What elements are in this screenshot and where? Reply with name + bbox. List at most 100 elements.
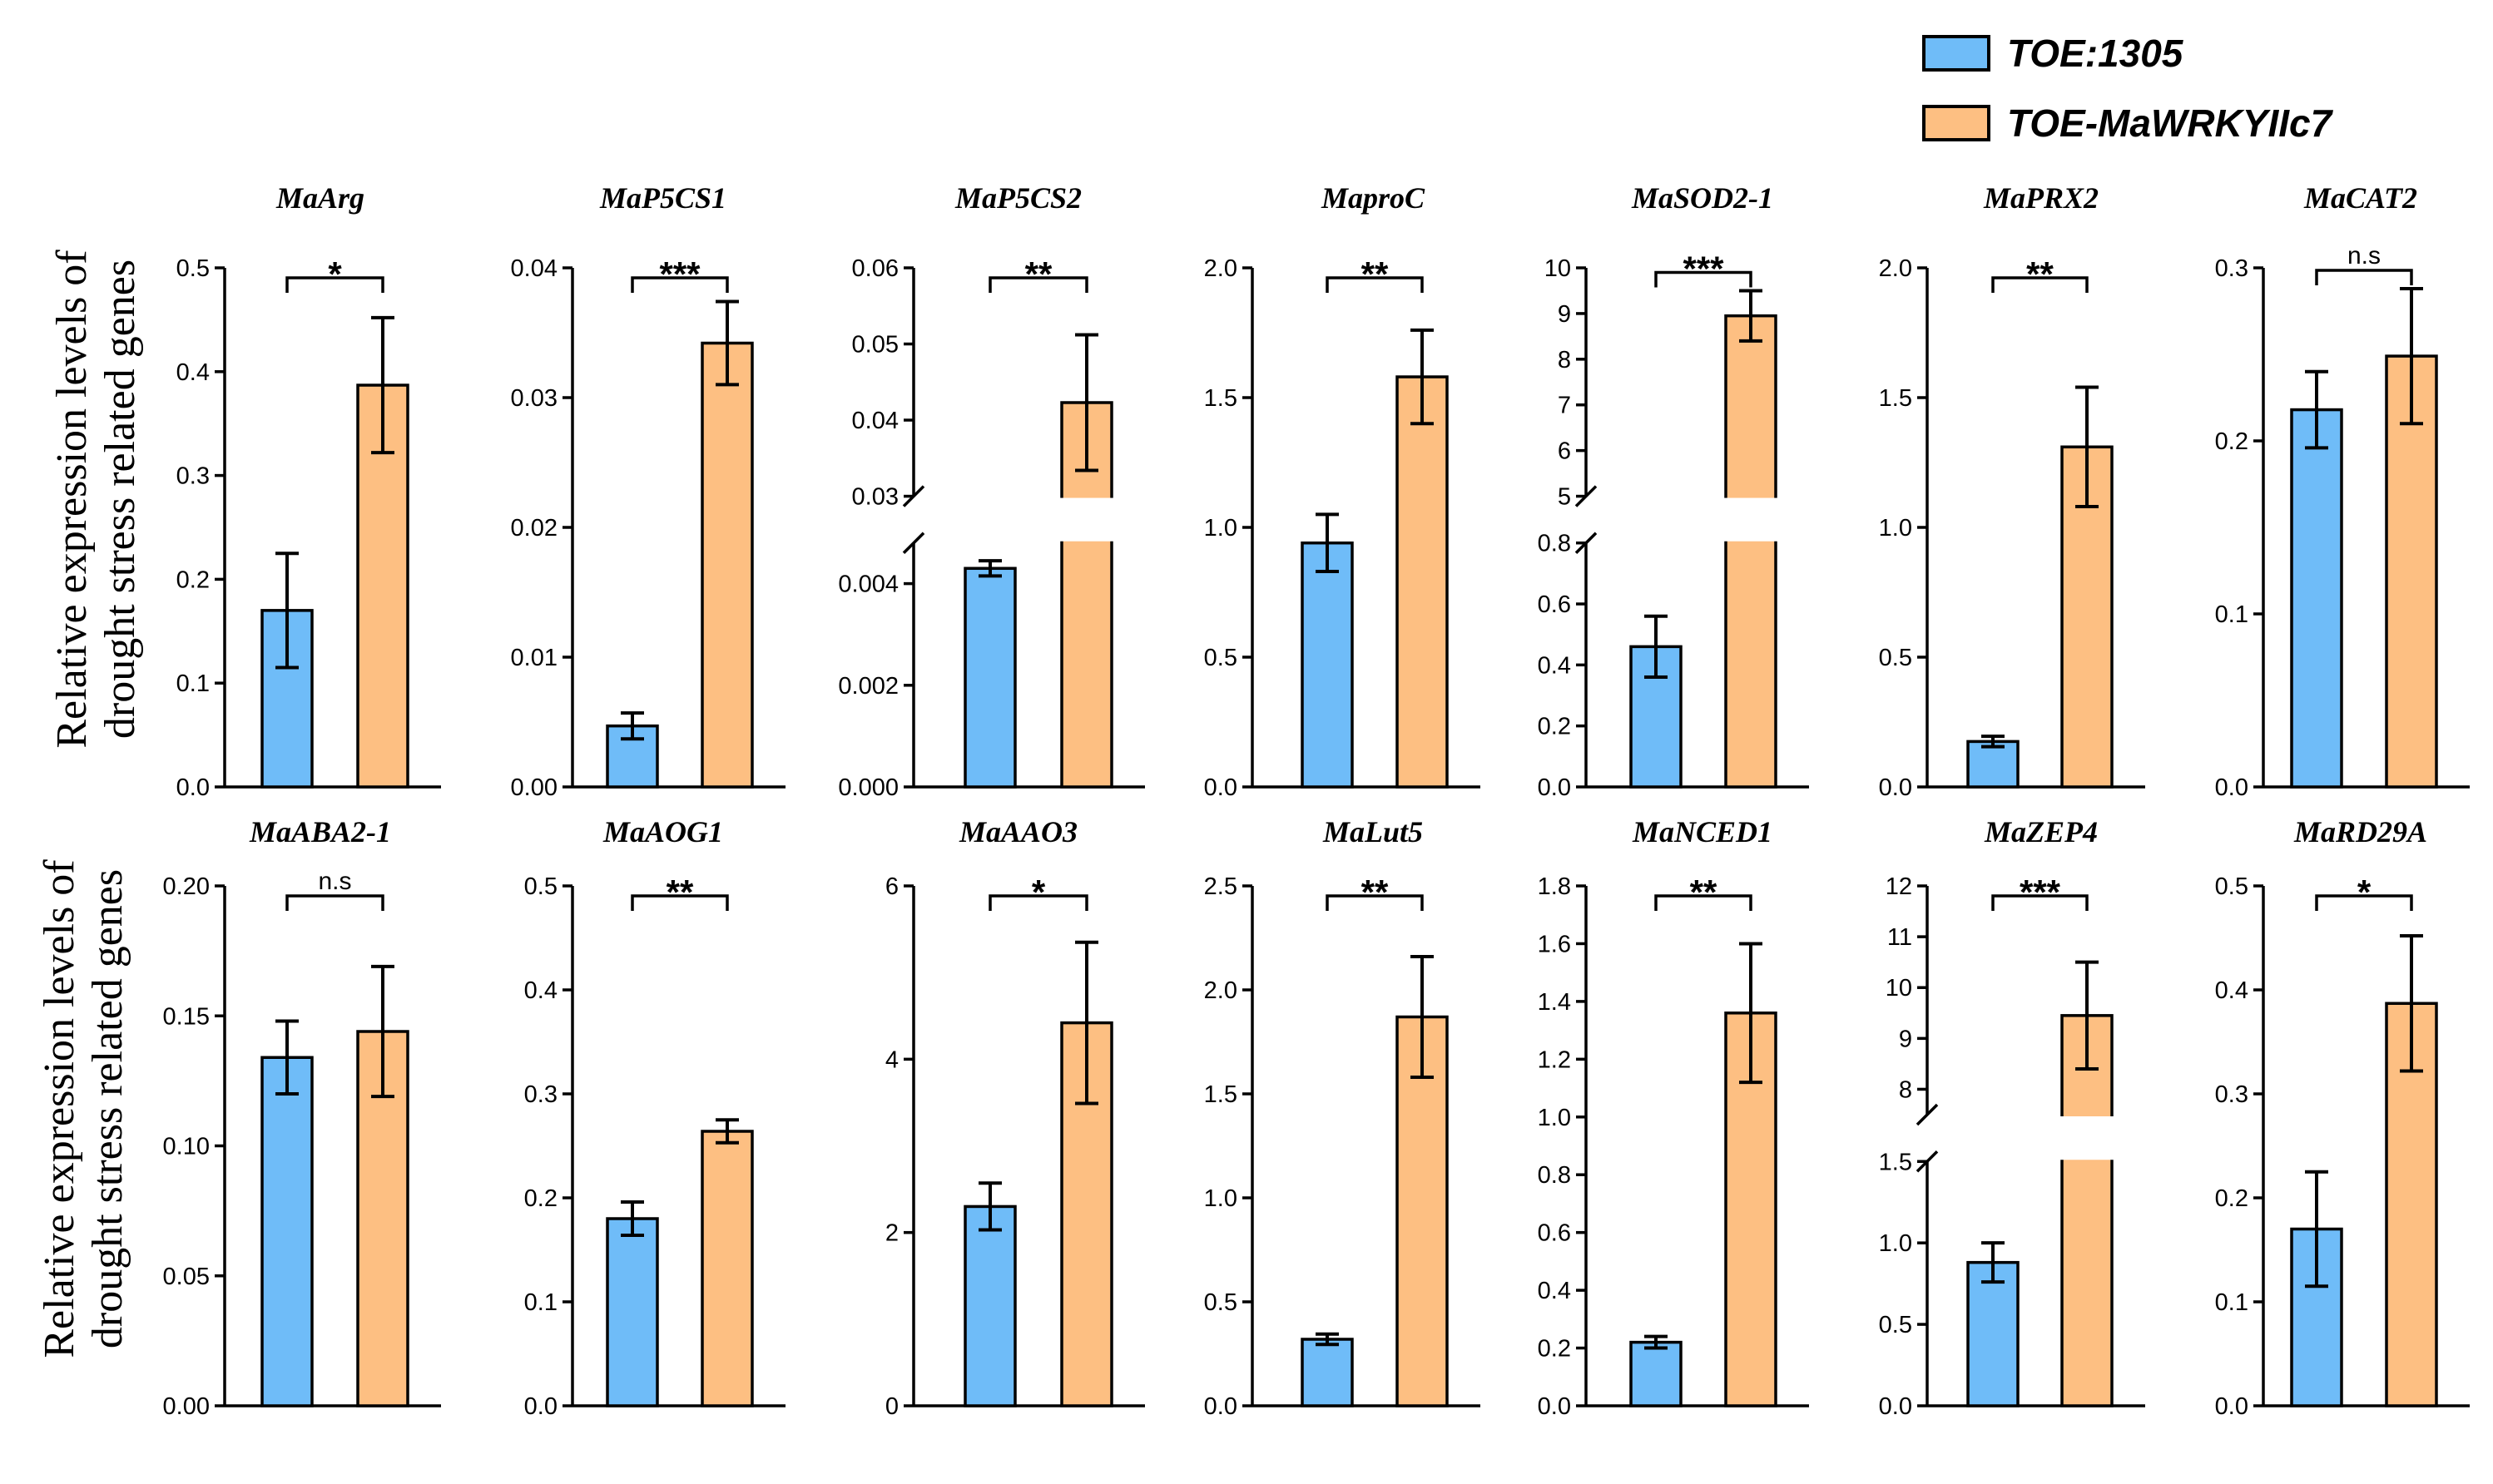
y-tick-label: 0.5 xyxy=(524,873,558,900)
y-tick-label: 1.8 xyxy=(1538,873,1571,900)
y-tick-label: 0.5 xyxy=(1879,645,1912,671)
y-tick-label: 10 xyxy=(1886,975,1912,1002)
significance-label: *** xyxy=(2020,873,2061,912)
significance-bracket xyxy=(1326,894,1424,911)
y-tick-label: 1.5 xyxy=(1879,1149,1912,1175)
y-tick-label: 0.00 xyxy=(511,774,558,801)
chart-panel-MaproC: MaproC 0.0 0.5 1.0 1.5 2.0 ** xyxy=(1204,181,1480,801)
chart-panel-MaCAT2: MaCAT2 0.0 0.1 0.2 0.3 n.s xyxy=(2215,181,2470,801)
significance-bracket xyxy=(1654,894,1752,911)
bar-control xyxy=(2290,408,2343,789)
bar-overexpression xyxy=(2060,1014,2114,1407)
y-tick-label: 0.0 xyxy=(1879,774,1912,801)
y-tick-label: 2.0 xyxy=(1204,255,1237,282)
y-tick-label: 0.15 xyxy=(163,1003,210,1030)
significance-bracket xyxy=(1991,276,2089,293)
bar-control xyxy=(606,1217,659,1407)
y-tick-label: 0.04 xyxy=(511,255,558,282)
bar-overexpression xyxy=(1395,375,1449,789)
significance-label: * xyxy=(1032,873,1046,912)
y-tick-label: 0.3 xyxy=(524,1081,558,1108)
y-tick-label: 1.5 xyxy=(1879,385,1912,412)
y-tick-label: 0.0 xyxy=(2215,774,2248,801)
bar-control xyxy=(964,566,1017,789)
y-tick-label: 0.2 xyxy=(1538,714,1571,740)
y-tick-label: 0.1 xyxy=(176,670,210,697)
bar-control xyxy=(1966,740,2020,789)
y-tick-label: 12 xyxy=(1886,873,1912,900)
bar-control xyxy=(606,724,659,789)
chart-panel-MaArg: MaArg 0.0 0.1 0.2 0.3 0.4 0.5 * xyxy=(176,181,441,801)
significance-bracket xyxy=(2315,269,2413,285)
significance-bracket xyxy=(2315,894,2413,911)
y-tick-label: 7 xyxy=(1558,393,1571,419)
chart-panel-MaP5CS1: MaP5CS1 0.00 0.01 0.02 0.03 0.04 *** xyxy=(511,181,786,801)
significance-bracket xyxy=(285,276,384,293)
y-tick-label: 0.3 xyxy=(2215,255,2248,282)
y-tick-label: 0.05 xyxy=(163,1264,210,1290)
panel-title: MaP5CS1 xyxy=(599,181,726,215)
panel-title: MaSOD2-1 xyxy=(1631,181,1773,215)
y-tick-label: 1.0 xyxy=(1879,1230,1912,1257)
bar-control xyxy=(1301,1338,1354,1407)
y-tick-label: 0.5 xyxy=(1204,1289,1237,1316)
bar-control xyxy=(1629,1340,1683,1407)
y-tick-label: 0.1 xyxy=(2215,1289,2248,1316)
y-tick-label: 0.5 xyxy=(1204,645,1237,671)
axis-break-mark xyxy=(1916,1103,1939,1126)
panel-title: MaAOG1 xyxy=(602,815,723,848)
significance-label: n.s xyxy=(2347,242,2381,270)
significance-bracket xyxy=(989,894,1088,911)
y-tick-label: 1.5 xyxy=(1204,1081,1237,1108)
y-tick-label: 0.5 xyxy=(1879,1312,1912,1338)
y-tick-label: 4 xyxy=(885,1046,899,1073)
chart-panel-MaAOG1: MaAOG1 0.0 0.1 0.2 0.3 0.4 0.5 ** xyxy=(524,815,786,1420)
y-tick-label: 9 xyxy=(1558,301,1571,328)
y-tick-label: 0.0 xyxy=(2215,1393,2248,1420)
panel-title: MaABA2-1 xyxy=(249,815,391,848)
y-tick-label: 0.2 xyxy=(1538,1336,1571,1363)
y-tick-label: 0.05 xyxy=(852,332,899,359)
significance-label: * xyxy=(328,255,342,294)
y-tick-label: 0.0 xyxy=(1879,1393,1912,1420)
y-tick-label: 0.2 xyxy=(176,566,210,593)
significance-label: ** xyxy=(2026,255,2054,294)
significance-label: ** xyxy=(1025,255,1053,294)
bar-break-gap xyxy=(2059,1116,2114,1160)
y-tick-label: 1.0 xyxy=(1879,515,1912,542)
significance-bracket xyxy=(285,894,384,911)
y-tick-label: 5 xyxy=(1558,484,1571,511)
significance-bracket xyxy=(631,276,729,293)
y-tick-label: 11 xyxy=(1887,924,1912,951)
y-tick-label: 0.5 xyxy=(176,255,210,282)
y-tick-label: 0.03 xyxy=(511,385,558,412)
y-tick-label: 2 xyxy=(885,1220,899,1247)
significance-bracket xyxy=(989,276,1088,293)
y-tick-label: 0.2 xyxy=(524,1185,558,1212)
y-tick-label: 0.5 xyxy=(2215,873,2248,900)
significance-label: ** xyxy=(1361,255,1389,294)
y-tick-label: 1.6 xyxy=(1538,931,1571,957)
bar-overexpression xyxy=(1724,314,1777,789)
significance-label: n.s xyxy=(318,868,351,895)
y-tick-label: 0.4 xyxy=(1538,652,1571,679)
y-tick-label: 0.0 xyxy=(1204,1393,1237,1420)
y-tick-label: 0.1 xyxy=(524,1289,558,1316)
y-tick-label: 6 xyxy=(1558,438,1571,465)
y-tick-label: 0.10 xyxy=(163,1134,210,1160)
y-tick-label: 0 xyxy=(885,1393,899,1420)
y-tick-label: 0.4 xyxy=(2215,977,2248,1004)
panel-title: MaP5CS2 xyxy=(954,181,1082,215)
y-tick-label: 0.0 xyxy=(1204,774,1237,801)
significance-label: ** xyxy=(667,873,694,912)
y-tick-label: 8 xyxy=(1899,1076,1912,1103)
panel-title: MaNCED1 xyxy=(1632,815,1772,848)
y-tick-label: 0.2 xyxy=(2215,428,2248,455)
significance-label: ** xyxy=(1690,873,1717,912)
y-tick-label: 0.0 xyxy=(524,1393,558,1420)
bar-break-gap xyxy=(1723,497,1778,542)
y-tick-label: 0.02 xyxy=(511,515,558,542)
y-tick-label: 0.00 xyxy=(163,1393,210,1420)
significance-bracket xyxy=(1326,276,1424,293)
